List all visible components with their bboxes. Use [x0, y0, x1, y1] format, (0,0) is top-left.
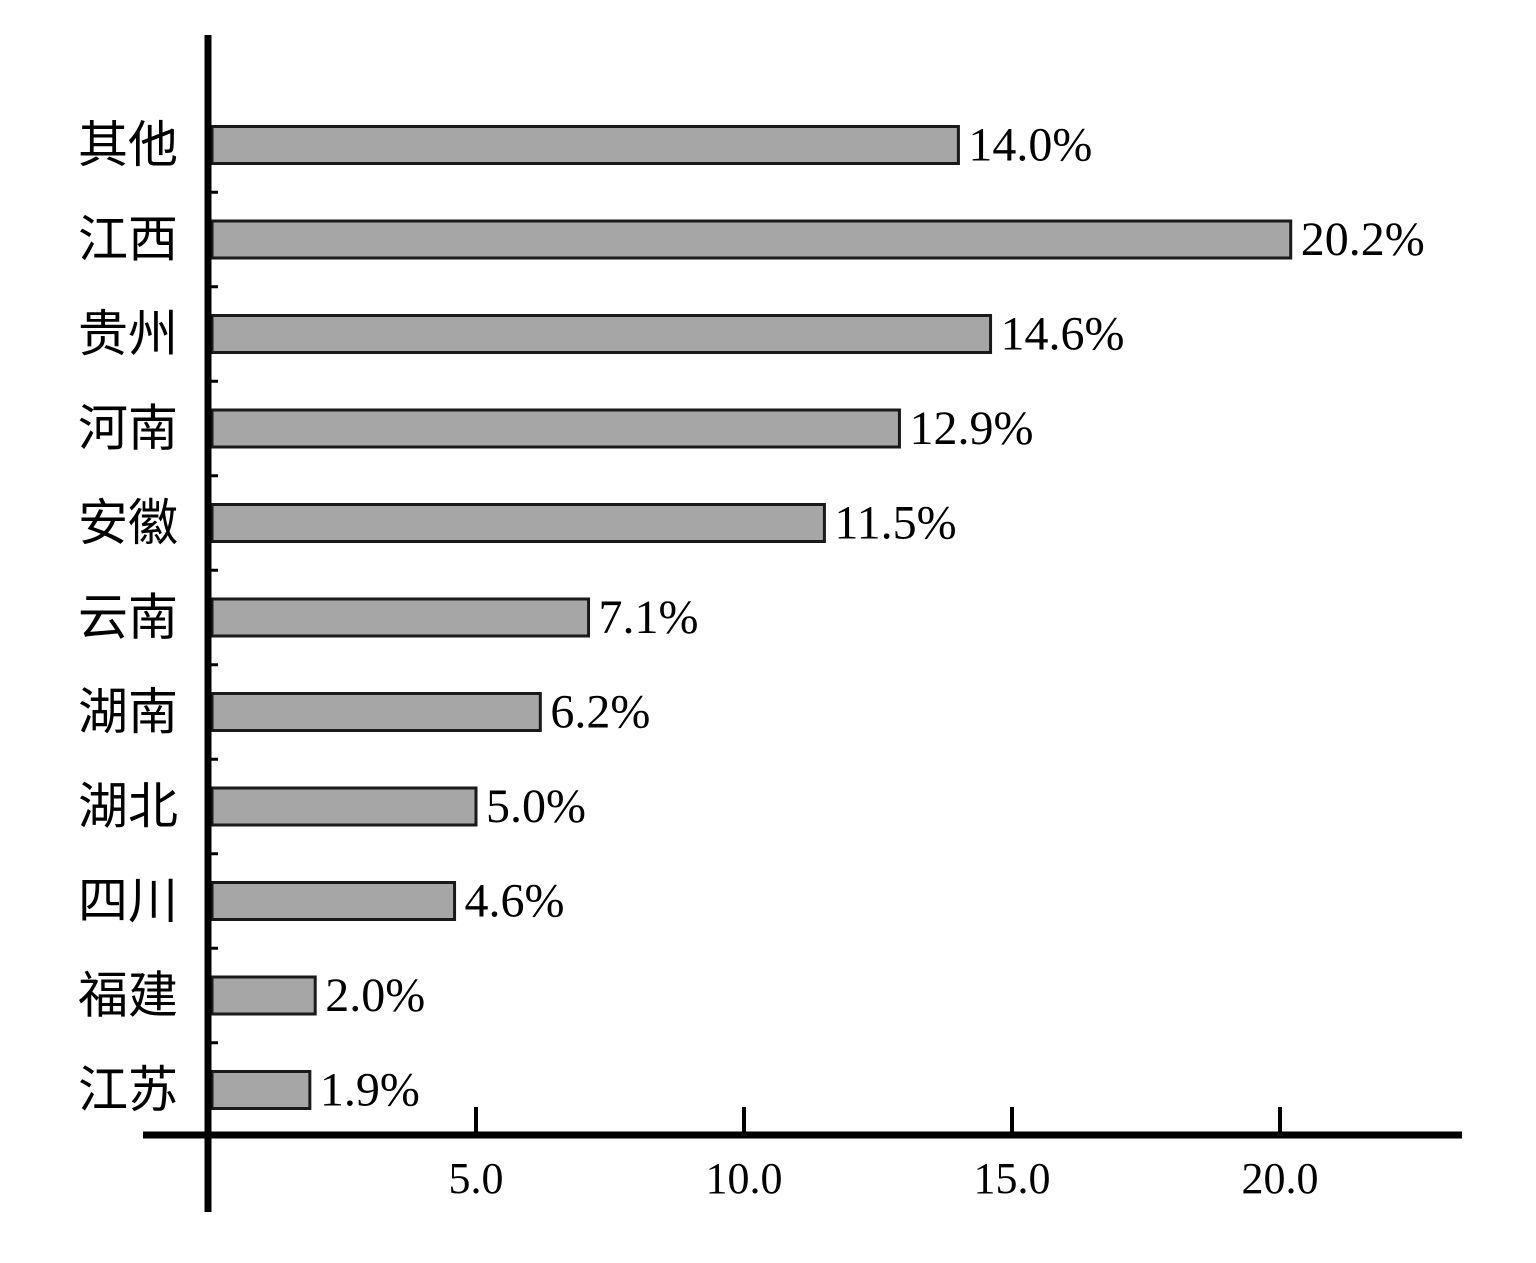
category-label: 贵州	[78, 305, 178, 363]
bar-9	[210, 881, 457, 921]
bar-2	[210, 219, 1293, 260]
x-tick-label: 15.0	[974, 1154, 1051, 1203]
bar-value-label: 11.5%	[834, 497, 956, 550]
bar-10	[210, 975, 317, 1016]
bar-8	[210, 786, 478, 827]
category-label: 江苏	[78, 1061, 178, 1119]
category-label: 湖北	[78, 778, 178, 836]
bar-value-label: 1.9%	[320, 1064, 420, 1117]
bar-4	[210, 408, 901, 449]
bar-value-label: 20.2%	[1301, 213, 1425, 266]
category-label: 安徽	[78, 494, 178, 552]
category-label: 福建	[78, 967, 178, 1025]
x-tick-label: 10.0	[706, 1154, 783, 1203]
category-label: 河南	[78, 400, 178, 458]
bar-value-label: 14.0%	[968, 119, 1092, 172]
bar-value-label: 7.1%	[599, 591, 699, 644]
bar-value-label: 6.2%	[550, 686, 650, 739]
bar-7	[210, 692, 542, 732]
bar-6	[210, 597, 591, 638]
category-label: 湖南	[78, 683, 178, 741]
bar-value-label: 5.0%	[486, 780, 586, 833]
bar-value-label: 4.6%	[465, 875, 565, 928]
bar-value-label: 2.0%	[325, 969, 425, 1022]
x-tick-label: 20.0	[1242, 1154, 1319, 1203]
data-labels: 14.0% 20.2% 14.6% 12.9% 11.5% 7.1% 6.2% 5.0% 4.6…	[320, 119, 1425, 1117]
bars	[210, 125, 1293, 1110]
category-label: 云南	[78, 589, 178, 647]
x-ticks: 5.0 10.0 15.0 20.0	[449, 1107, 1319, 1203]
category-label: 四川	[78, 872, 178, 930]
bar-11	[210, 1070, 312, 1110]
bar-value-label: 14.6%	[1001, 308, 1125, 361]
category-label: 江西	[78, 211, 178, 269]
category-label: 其他	[78, 116, 178, 174]
x-tick-label: 5.0	[449, 1154, 504, 1203]
bar-value-label: 12.9%	[909, 402, 1033, 455]
bar-1	[210, 125, 960, 165]
axes	[143, 35, 1462, 1212]
bar-3	[210, 314, 993, 354]
bar-5	[210, 503, 826, 543]
